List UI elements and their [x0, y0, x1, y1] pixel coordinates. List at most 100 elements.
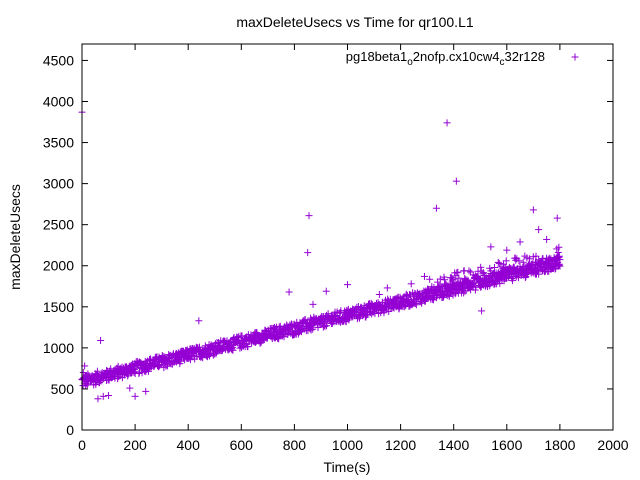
data-point-outlier [375, 290, 383, 298]
data-point [412, 301, 420, 309]
data-point [274, 334, 282, 342]
y-axis-ticks: 0 500 1000 1500 2000 2500 3000 3500 4000 4500 [43, 52, 613, 438]
data-point [477, 263, 485, 271]
x-tick-label: 200 [123, 437, 147, 453]
data-point-outlier [503, 246, 511, 254]
y-tick-label: 3000 [43, 176, 74, 192]
data-point-outlier [322, 287, 330, 295]
data-point [526, 255, 534, 263]
chart-title: maxDeleteUsecs vs Time for qr100.L1 [236, 14, 474, 30]
data-point-outlier [443, 119, 451, 127]
data-point-outlier [420, 272, 428, 280]
data-point [244, 343, 252, 351]
data-point-outlier [142, 387, 150, 395]
data-point [441, 276, 449, 284]
y-tick-label: 2000 [43, 258, 74, 274]
data-point-outlier [516, 238, 524, 246]
data-point-outlier [478, 307, 486, 315]
data-point [229, 346, 237, 354]
data-point [451, 272, 459, 280]
data-point [502, 257, 510, 265]
data-point [96, 376, 104, 384]
y-axis-label: maxDeleteUsecs [7, 184, 23, 290]
data-point [199, 354, 207, 362]
data-point [449, 276, 457, 284]
data-point [135, 370, 143, 378]
data-point [504, 273, 512, 281]
data-point [307, 326, 315, 334]
data-point [446, 280, 454, 288]
y-tick-label: 4000 [43, 93, 74, 109]
legend-marker [571, 53, 579, 61]
data-point-outlier [553, 214, 561, 222]
data-point [436, 275, 444, 283]
data-point [471, 286, 479, 294]
x-tick-label: 1200 [385, 437, 416, 453]
data-point-outlier [304, 249, 312, 257]
data-point [455, 274, 463, 282]
data-point [554, 248, 562, 256]
data-point [491, 264, 499, 272]
data-point-outlier [126, 384, 134, 392]
data-point [190, 352, 198, 360]
x-tick-label: 1800 [544, 437, 575, 453]
data-point [130, 366, 138, 374]
data-point-outlier [407, 280, 415, 288]
data-point [92, 380, 100, 388]
data-point [555, 243, 563, 251]
data-point-outlier [383, 284, 391, 292]
data-point [426, 275, 434, 283]
data-point [510, 263, 518, 271]
data-point [469, 280, 477, 288]
x-tick-label: 1400 [438, 437, 469, 453]
data-point-outlier [79, 369, 87, 377]
x-tick-label: 800 [283, 437, 307, 453]
data-point [512, 256, 520, 264]
legend-label: pg18beta1o2nofp.cx10cw4c32r128 [346, 49, 545, 68]
y-tick-label: 1000 [43, 340, 74, 356]
data-point [532, 252, 540, 260]
x-tick-label: 1600 [491, 437, 522, 453]
data-point [496, 280, 504, 288]
data-point [240, 341, 248, 349]
data-point-outlier [195, 317, 203, 325]
data-point [454, 268, 462, 276]
x-tick-label: 0 [78, 437, 86, 453]
legend: pg18beta1o2nofp.cx10cw4c32r128 [346, 49, 545, 68]
y-tick-label: 2500 [43, 217, 74, 233]
data-point-outlier [309, 300, 317, 308]
data-point [445, 292, 453, 300]
x-tick-label: 400 [177, 437, 201, 453]
data-point-outlier [529, 206, 537, 214]
data-point [465, 267, 473, 275]
data-point-outlier [285, 288, 293, 296]
data-point [324, 310, 332, 318]
data-point-outlier [543, 235, 551, 243]
x-tick-label: 2000 [597, 437, 628, 453]
data-point-outlier [94, 395, 102, 403]
data-point-outlier [344, 281, 351, 289]
x-axis-ticks: 0 200 400 600 800 1000 1200 1400 1600 1800 2000 [78, 44, 629, 453]
x-axis-label: Time(s) [324, 459, 371, 475]
data-point [535, 270, 543, 278]
data-point [323, 322, 331, 330]
data-point-outlier [305, 212, 313, 220]
data-point [93, 367, 101, 375]
data-point [494, 258, 502, 266]
data-point [509, 277, 517, 285]
data-point-outlier [97, 336, 105, 344]
data-point-outlier [432, 204, 440, 212]
data-point [186, 356, 194, 364]
y-tick-label: 0 [66, 422, 74, 438]
data-point [555, 252, 563, 260]
data-point [411, 299, 419, 307]
data-point [319, 323, 327, 331]
data-point [453, 269, 461, 277]
plot-area [78, 53, 579, 403]
data-point-outlier [487, 243, 495, 251]
data-point [495, 259, 503, 267]
data-point [515, 257, 523, 265]
data-point [462, 287, 470, 295]
y-tick-label: 4500 [43, 52, 74, 68]
